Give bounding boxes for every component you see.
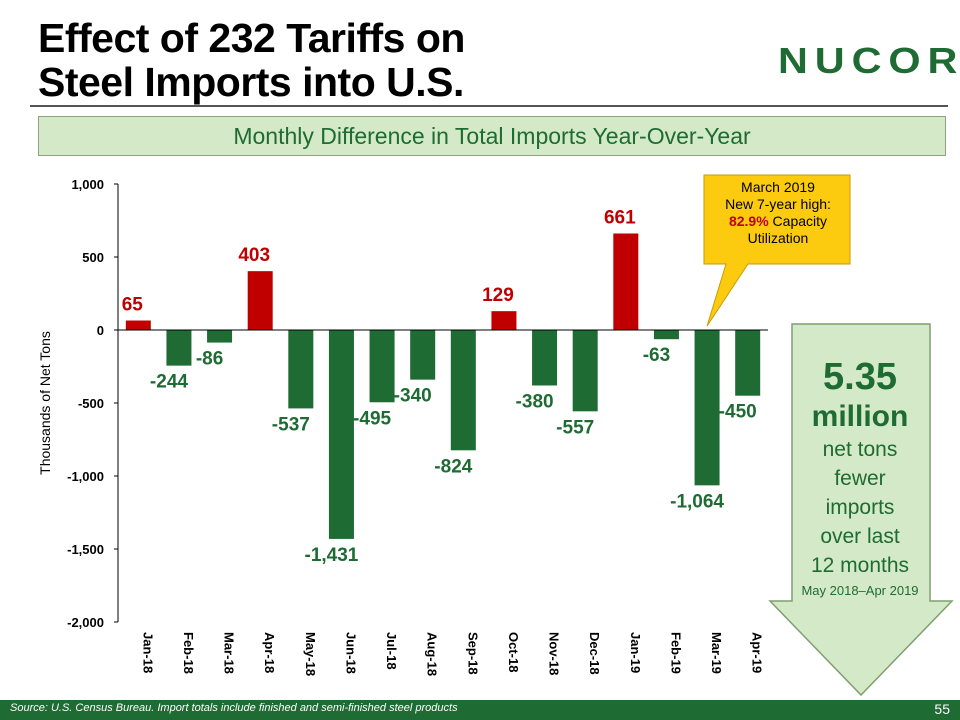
summary-unit: million (811, 400, 909, 433)
data-label: 403 (238, 245, 270, 266)
data-label: -495 (353, 408, 391, 429)
y-tick-label: 0 (97, 323, 104, 338)
y-tick-label: -500 (78, 396, 104, 411)
bar-aug-18 (410, 330, 436, 380)
data-label: -824 (434, 456, 472, 477)
x-tick-label: Sep-18 (465, 632, 480, 675)
bar-nov-18 (532, 330, 558, 386)
x-tick-label: Jan-18 (140, 632, 155, 673)
summary-value: 5.35 (823, 356, 897, 398)
summary-line-5: 12 months (810, 554, 910, 577)
bar-mar-19 (694, 330, 720, 486)
summary-callout: 5.35 million net tons fewer imports over… (790, 355, 930, 602)
y-tick-label: -1,000 (67, 469, 104, 484)
y-tick-label: 1,000 (71, 177, 104, 192)
x-tick-label: Aug-18 (425, 632, 440, 676)
x-tick-label: Oct-18 (506, 632, 521, 672)
chart-subtitle: Monthly Difference in Total Imports Year… (38, 116, 946, 156)
data-label: -340 (394, 386, 432, 407)
data-label: 65 (122, 295, 144, 316)
logo-text: NUCOR (778, 40, 960, 81)
summary-period: May 2018–Apr 2019 (801, 583, 919, 598)
bar-jan-18 (125, 320, 151, 330)
bar-jan-19 (613, 233, 639, 330)
x-tick-label: Nov-18 (547, 632, 562, 675)
x-tick-label: May-18 (303, 632, 318, 676)
bar-oct-18 (491, 311, 517, 330)
callout-line-4: Utilization (747, 230, 809, 246)
callout-line-1: March 2019 (741, 179, 815, 195)
x-tick-label: Jul-18 (384, 632, 399, 670)
title-line-1: Effect of 232 Tariffs on (38, 15, 465, 61)
y-axis-title: Thousands of Net Tons (37, 331, 53, 475)
summary-line-1: net tons (822, 438, 898, 461)
data-label: -537 (272, 414, 310, 435)
page-number: 55 (934, 701, 950, 717)
x-tick-label: Mar-18 (222, 632, 237, 674)
bar-feb-18 (166, 330, 192, 366)
bar-mar-18 (207, 330, 233, 343)
title-divider (30, 105, 948, 107)
footer-bar (0, 700, 960, 720)
bar-may-18 (288, 330, 314, 409)
callout-highlight: 82.9% (728, 213, 769, 229)
data-label: 129 (482, 285, 514, 306)
y-tick-label: -2,000 (67, 615, 104, 630)
capacity-callout-text: March 2019 New 7-year high: 82.9% Capaci… (706, 179, 850, 247)
data-label: -450 (719, 402, 757, 423)
x-tick-label: Apr-18 (262, 632, 277, 673)
bar-jun-18 (328, 330, 354, 539)
bar-chart: 1,000 500 0 -500 -1,000 -1,500 -2,000 Thousands… (37, 174, 851, 676)
x-tick-label: Mar-19 (709, 632, 724, 674)
footer-source: Source: U.S. Census Bureau. Import total… (10, 702, 458, 714)
x-tick-label: Feb-19 (668, 632, 683, 674)
summary-line-4: over last (820, 525, 900, 548)
callout-line-2: New 7-year high: (725, 196, 831, 212)
data-label: -380 (516, 391, 554, 412)
callout-line-3-rest: Capacity (768, 213, 828, 229)
page-title: Effect of 232 Tariffs on Steel Imports i… (38, 16, 638, 104)
bar-jul-18 (369, 330, 395, 403)
summary-line-3: imports (825, 496, 895, 519)
bar-feb-19 (653, 330, 679, 340)
bar-apr-19 (735, 330, 761, 396)
summary-line-2: fewer (834, 467, 886, 490)
x-tick-label: Jun-18 (343, 632, 358, 674)
data-label: -244 (150, 372, 188, 393)
x-tick-label: Feb-18 (181, 632, 196, 674)
x-tick-label: Jan-19 (628, 632, 643, 673)
bar-apr-18 (247, 271, 273, 330)
data-label: -1,064 (670, 491, 724, 512)
bar-dec-18 (572, 330, 598, 412)
y-tick-label: -1,500 (67, 542, 104, 557)
data-label: 661 (604, 207, 636, 228)
bar-sep-18 (450, 330, 476, 451)
capacity-callout-bubble (703, 174, 851, 327)
title-line-2: Steel Imports into U.S. (38, 59, 464, 105)
data-label: -557 (556, 417, 594, 438)
callout-line-3: 82.9% Capacity (706, 213, 850, 230)
x-tick-label: Dec-18 (587, 632, 602, 675)
summary-arrow (768, 323, 954, 697)
y-tick-label: 500 (82, 250, 104, 265)
nucor-logo: NUCOR® (778, 40, 960, 82)
data-label: -1,431 (305, 545, 359, 566)
data-label: -86 (196, 349, 223, 370)
x-tick-label: Apr-19 (750, 632, 765, 673)
data-label: -63 (643, 345, 670, 366)
